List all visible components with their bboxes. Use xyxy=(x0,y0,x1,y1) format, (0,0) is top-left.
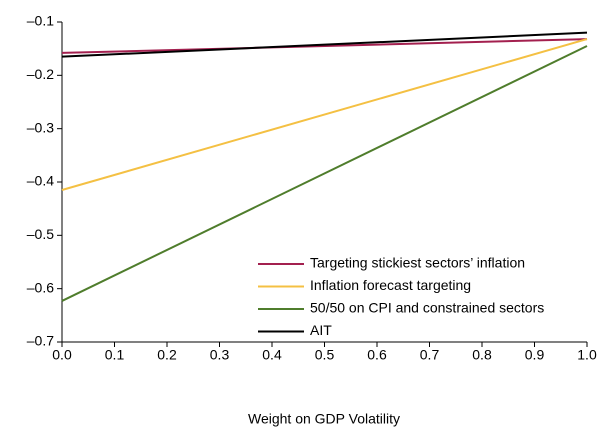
legend-label: 50/50 on CPI and constrained sectors xyxy=(310,300,544,316)
x-tick-label: 0.8 xyxy=(472,347,492,363)
y-tick-label: –0.6 xyxy=(27,279,54,295)
x-tick-label: 0.2 xyxy=(157,347,177,363)
legend-label: Inflation forecast targeting xyxy=(310,277,471,293)
legend-label: Targeting stickiest sectors’ inflation xyxy=(310,255,525,271)
legend-label: AIT xyxy=(310,322,332,338)
x-tick-label: 1.0 xyxy=(577,347,597,363)
x-tick-label: 0.3 xyxy=(210,347,230,363)
x-tick-label: 0.7 xyxy=(420,347,440,363)
y-tick-label: –0.7 xyxy=(27,333,54,349)
x-tick-label: 0.6 xyxy=(367,347,387,363)
x-tick-label: 0.1 xyxy=(105,347,125,363)
y-tick-label: –0.4 xyxy=(27,173,54,189)
y-tick-label: –0.2 xyxy=(27,66,54,82)
series-line xyxy=(61,31,588,58)
y-tick-label: –0.5 xyxy=(27,226,54,242)
y-tick-label: –0.3 xyxy=(27,119,54,135)
x-tick-label: 0.4 xyxy=(262,347,282,363)
series-line xyxy=(61,38,588,191)
x-tick-label: 0.0 xyxy=(52,347,72,363)
series-line xyxy=(61,45,588,302)
x-axis-label: Weight on GDP Volatility xyxy=(248,411,400,427)
series-line xyxy=(61,38,588,54)
y-tick-label: –0.1 xyxy=(27,13,54,29)
x-tick-label: 0.5 xyxy=(315,347,335,363)
x-tick-label: 0.9 xyxy=(525,347,545,363)
